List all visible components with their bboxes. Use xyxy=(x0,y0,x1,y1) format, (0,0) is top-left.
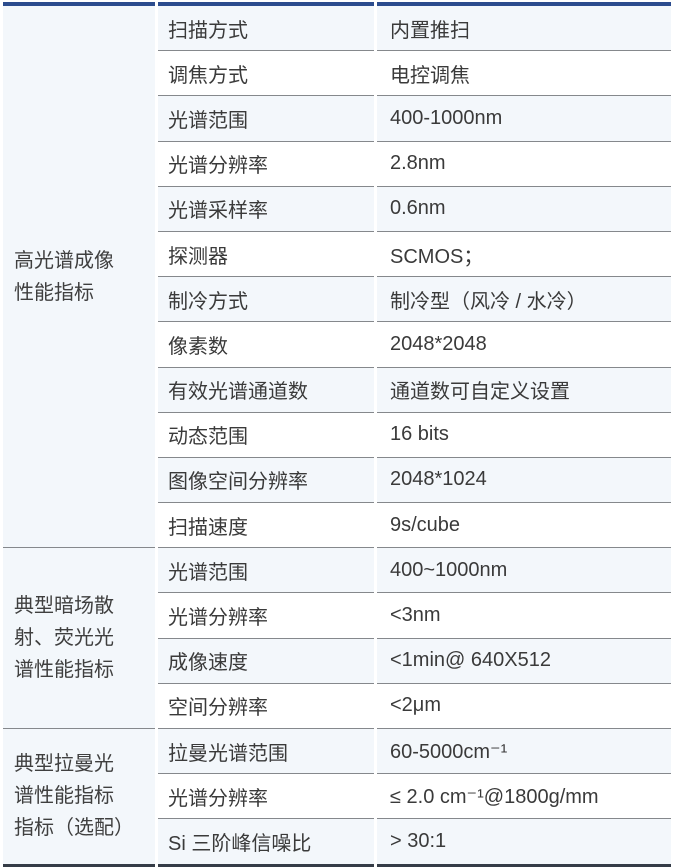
value-cell: ≤ 2.0 cm⁻¹@1800g/mm xyxy=(377,774,671,820)
value-cell: <1min@ 640X512 xyxy=(377,638,671,684)
spec-row: 图像空间分辨率 2048*1024 xyxy=(3,457,671,504)
value-cell: 0.6nm xyxy=(377,186,671,232)
value-cell: <3nm xyxy=(377,593,671,639)
value-cell: 400~1000nm xyxy=(377,548,671,594)
category-cell-darkfield: 典型暗场散 射、荧光光 谱性能指标 xyxy=(3,548,155,729)
value-cell: 制冷型（风冷 / 水冷） xyxy=(377,277,671,323)
value-cell: 通道数可自定义设置 xyxy=(377,367,671,413)
category-cell-hyperspectral: 高光谱成像 性能指标 xyxy=(3,2,155,549)
value-cell: 60-5000cm⁻¹ xyxy=(377,729,671,775)
param-cell: 光谱范围 xyxy=(158,96,374,142)
value-cell: 400-1000nm xyxy=(377,96,671,142)
spec-row: 空间分辨率 <2μm xyxy=(3,683,671,729)
category-cell-raman: 典型拉曼光 谱性能指标 指标（选配） xyxy=(3,729,155,867)
param-cell: 拉曼光谱范围 xyxy=(158,729,374,775)
spec-row: 光谱分辨率 2.8nm xyxy=(3,141,671,187)
param-cell: 调焦方式 xyxy=(158,51,374,97)
param-cell: 有效光谱通道数 xyxy=(158,367,374,413)
spec-row: 成像速度 <1min@ 640X512 xyxy=(3,638,671,684)
value-cell: 2048*1024 xyxy=(377,457,671,504)
param-cell: 光谱采样率 xyxy=(158,186,374,232)
value-cell: 9s/cube xyxy=(377,503,671,549)
spec-row: 光谱分辨率 ≤ 2.0 cm⁻¹@1800g/mm xyxy=(3,774,671,820)
spec-row: 制冷方式 制冷型（风冷 / 水冷） xyxy=(3,277,671,323)
value-cell: 电控调焦 xyxy=(377,51,671,97)
param-cell: 成像速度 xyxy=(158,638,374,684)
spec-row: 探测器 SCMOS； xyxy=(3,231,671,278)
param-cell: 扫描方式 xyxy=(158,2,374,52)
spec-row: 光谱分辨率 <3nm xyxy=(3,593,671,639)
spec-row: 光谱范围 400-1000nm xyxy=(3,96,671,142)
spec-row: 调焦方式 电控调焦 xyxy=(3,51,671,97)
spec-row: 典型拉曼光 谱性能指标 指标（选配） 拉曼光谱范围 60-5000cm⁻¹ xyxy=(3,729,671,867)
param-cell: 光谱分辨率 xyxy=(158,593,374,639)
spec-row: 有效光谱通道数 通道数可自定义设置 xyxy=(3,367,671,413)
value-cell: <2μm xyxy=(377,683,671,729)
param-cell: 探测器 xyxy=(158,231,374,278)
param-cell: 图像空间分辨率 xyxy=(158,457,374,504)
param-cell: 制冷方式 xyxy=(158,277,374,323)
param-cell: 光谱分辨率 xyxy=(158,774,374,820)
param-cell: 像素数 xyxy=(158,322,374,368)
param-cell: 动态范围 xyxy=(158,412,374,458)
param-cell: 扫描速度 xyxy=(158,503,374,549)
value-cell: 16 bits xyxy=(377,412,671,458)
param-cell: 光谱分辨率 xyxy=(158,141,374,187)
spec-row: 高光谱成像 性能指标 扫描方式 内置推扫 xyxy=(3,2,671,549)
value-cell: 2048*2048 xyxy=(377,322,671,368)
spec-row: 扫描速度 9s/cube xyxy=(3,503,671,549)
param-cell: 空间分辨率 xyxy=(158,683,374,729)
spec-row: 光谱采样率 0.6nm xyxy=(3,186,671,232)
value-cell: SCMOS； xyxy=(377,231,671,278)
param-cell: 光谱范围 xyxy=(158,548,374,594)
value-cell: 2.8nm xyxy=(377,141,671,187)
spec-row: 动态范围 16 bits xyxy=(3,412,671,458)
spec-row: 像素数 2048*2048 xyxy=(3,322,671,368)
value-cell: 内置推扫 xyxy=(377,2,671,52)
spec-row: 典型暗场散 射、荧光光 谱性能指标 光谱范围 400~1000nm xyxy=(3,548,671,729)
